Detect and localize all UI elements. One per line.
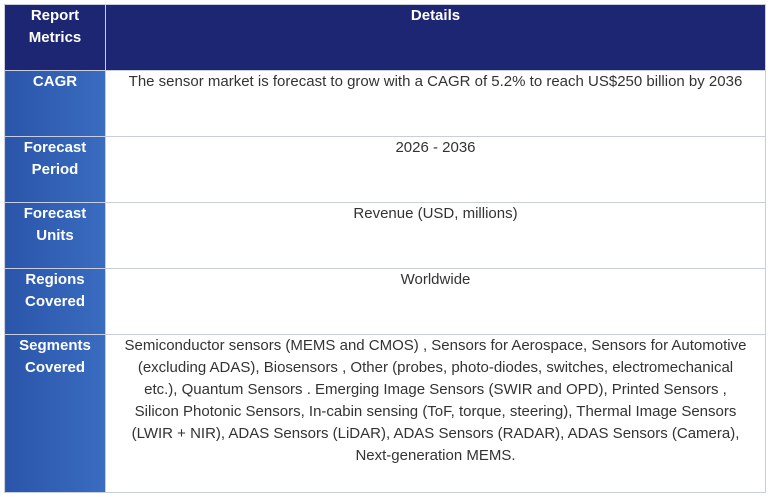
- table-header-row: Report Metrics Details: [4, 4, 766, 71]
- header-report-metrics: Report Metrics: [4, 4, 106, 71]
- row-value-cagr: The sensor market is forecast to grow wi…: [105, 70, 766, 137]
- table-row: Forecast Period 2026 - 2036: [4, 136, 766, 203]
- row-key-forecast-units: Forecast Units: [4, 202, 106, 269]
- row-key-label: Forecast Period: [23, 139, 87, 178]
- table-row: Segments Covered Semiconductor sensors (…: [4, 334, 766, 493]
- row-value-text: The sensor market is forecast to grow wi…: [128, 73, 743, 90]
- row-key-label: Segments Covered: [19, 337, 91, 376]
- header-details-label: Details: [410, 7, 461, 24]
- row-value-text: 2026 - 2036: [395, 139, 476, 156]
- table-row: Forecast Units Revenue (USD, millions): [4, 202, 766, 269]
- header-details: Details: [105, 4, 766, 71]
- row-key-regions-covered: Regions Covered: [4, 268, 106, 335]
- row-value-segments-covered: Semiconductor sensors (MEMS and CMOS) , …: [105, 334, 766, 493]
- row-key-label: Regions Covered: [24, 271, 86, 310]
- report-metrics-table: Report Metrics Details CAGR The sensor m…: [4, 4, 766, 493]
- row-value-forecast-period: 2026 - 2036: [105, 136, 766, 203]
- row-value-text: Semiconductor sensors (MEMS and CMOS) , …: [124, 337, 747, 464]
- row-key-label: CAGR: [32, 73, 78, 90]
- table-row: CAGR The sensor market is forecast to gr…: [4, 70, 766, 137]
- table-row: Regions Covered Worldwide: [4, 268, 766, 335]
- row-key-label: Forecast Units: [23, 205, 87, 244]
- row-value-text: Worldwide: [400, 271, 471, 288]
- row-value-text: Revenue (USD, millions): [353, 205, 518, 222]
- header-report-metrics-label: Report Metrics: [28, 7, 82, 46]
- row-key-forecast-period: Forecast Period: [4, 136, 106, 203]
- row-key-segments-covered: Segments Covered: [4, 334, 106, 493]
- row-value-regions-covered: Worldwide: [105, 268, 766, 335]
- row-value-forecast-units: Revenue (USD, millions): [105, 202, 766, 269]
- row-key-cagr: CAGR: [4, 70, 106, 137]
